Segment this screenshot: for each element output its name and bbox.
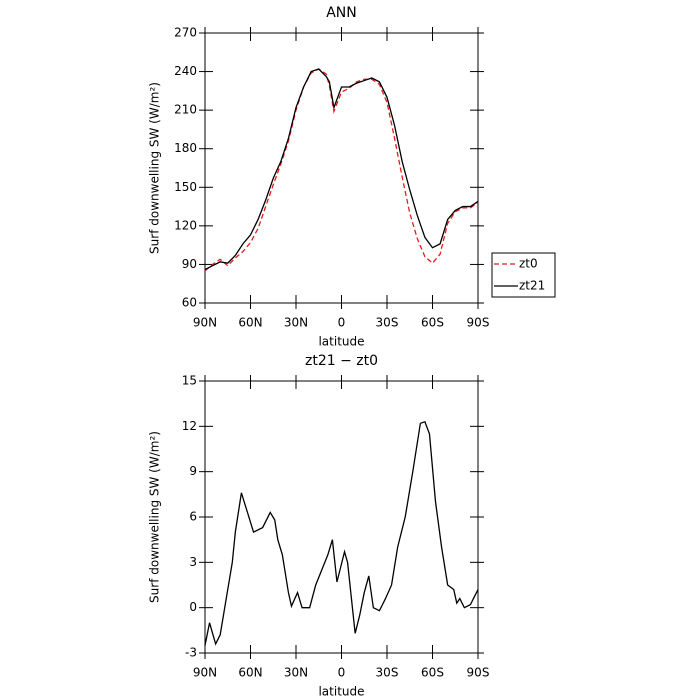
x-tick-label: 0 <box>338 666 346 680</box>
x-tick-label: 60S <box>421 316 444 330</box>
y-tick-label: 3 <box>189 555 197 569</box>
legend-label: zt21 <box>519 279 545 293</box>
x-tick-label: 30N <box>284 666 308 680</box>
y-tick-label: 60 <box>182 296 197 310</box>
series-line <box>204 68 479 272</box>
y-tick-label: 90 <box>182 257 197 271</box>
x-tick-label: 90S <box>467 316 490 330</box>
x-tick-label: 30S <box>376 316 399 330</box>
x-tick-label: 60N <box>238 666 262 680</box>
y-tick-label: 150 <box>174 180 197 194</box>
series-line <box>204 420 479 646</box>
y-tick-label: 270 <box>174 26 197 40</box>
chart-title: ANN <box>326 5 357 21</box>
legend-box <box>491 252 556 298</box>
x-tick-label: 30N <box>284 316 308 330</box>
y-tick-label: -3 <box>185 646 197 660</box>
plot-frame <box>204 380 479 654</box>
x-tick-label: 0 <box>338 316 346 330</box>
y-tick-label: 210 <box>174 103 197 117</box>
y-axis-label: Surf downwelling SW (W/m²) <box>148 82 162 254</box>
series-line <box>204 68 479 271</box>
y-axis-label: Surf downwelling SW (W/m²) <box>148 431 162 603</box>
y-tick-label: 120 <box>174 218 197 232</box>
y-tick-label: 15 <box>182 374 197 388</box>
x-axis-label: latitude <box>318 685 364 699</box>
y-tick-label: 180 <box>174 141 197 155</box>
x-axis-label: latitude <box>318 335 364 349</box>
x-tick-label: 90S <box>467 666 490 680</box>
legend-label: zt0 <box>519 257 538 271</box>
x-tick-label: 90N <box>193 666 217 680</box>
x-tick-label: 60S <box>421 666 444 680</box>
x-tick-label: 90N <box>193 316 217 330</box>
y-tick-label: 12 <box>182 419 197 433</box>
y-tick-label: 9 <box>189 464 197 478</box>
x-tick-label: 60N <box>238 316 262 330</box>
chart-title: zt21 − zt0 <box>305 353 378 369</box>
y-tick-label: 0 <box>189 600 197 614</box>
y-tick-label: 240 <box>174 64 197 78</box>
y-tick-label: 6 <box>189 510 197 524</box>
plot-frame <box>204 32 479 304</box>
x-tick-label: 30S <box>376 666 399 680</box>
